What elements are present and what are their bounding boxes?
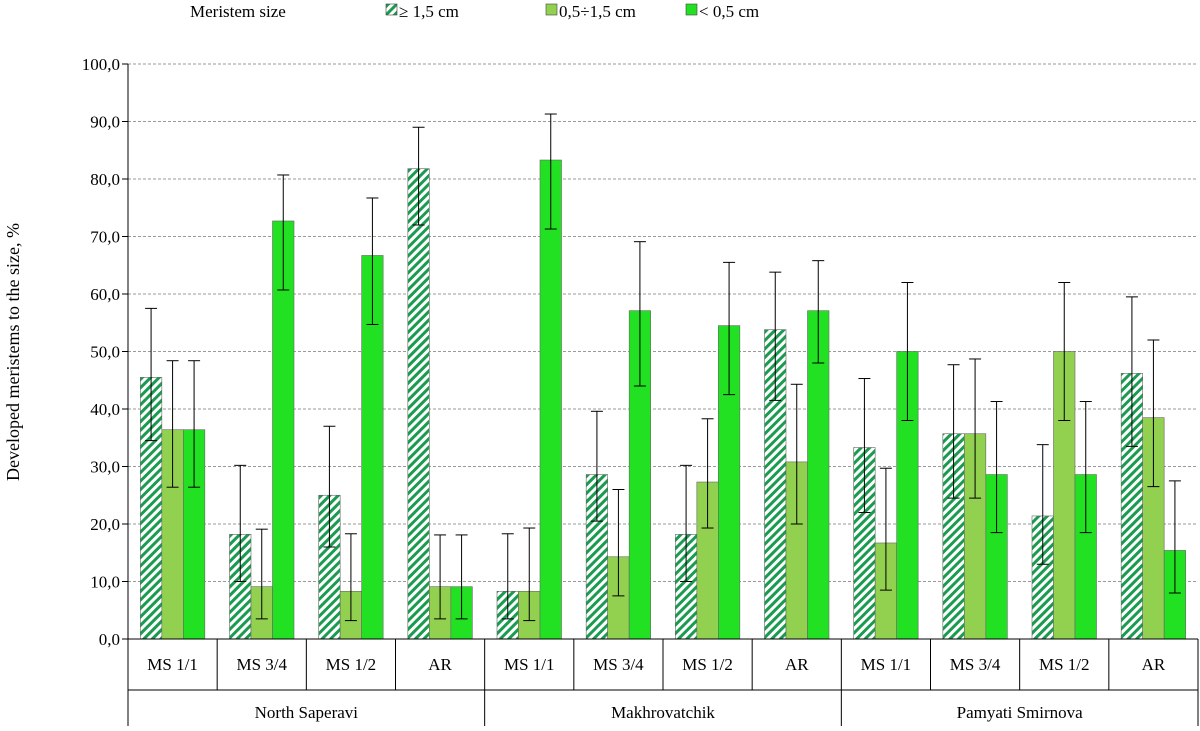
y-tick-label: 0,0 (99, 630, 120, 649)
y-tick-label: 60,0 (90, 285, 120, 304)
legend-label: 0,5÷1,5 cm (559, 2, 636, 21)
y-tick-label: 80,0 (90, 170, 120, 189)
group-label: Makhrovatchik (611, 703, 715, 722)
category-label: MS 3/4 (593, 655, 644, 674)
legend-label: < 0,5 cm (699, 2, 759, 21)
legend-label: ≥ 1,5 cm (399, 2, 459, 21)
bar (539, 159, 562, 640)
category-label: MS 1/2 (682, 655, 733, 674)
legend-swatch (385, 3, 398, 16)
y-tick-label: 30,0 (90, 458, 120, 477)
y-tick-label: 20,0 (90, 515, 120, 534)
category-label: AR (428, 655, 452, 674)
category-label: AR (1142, 655, 1166, 674)
legend-title: Meristem size (190, 2, 286, 21)
y-tick-labels: 0,0 10,0 20,0 30,0 40,0 50,0 60,0 70,0 80,0 90,0 1… (82, 55, 120, 649)
axes (122, 63, 1199, 726)
category-label: MS 1/1 (504, 655, 555, 674)
bar (407, 168, 430, 640)
y-tick-label: 50,0 (90, 343, 120, 362)
y-tick-label: 10,0 (90, 573, 120, 592)
category-label: MS 1/1 (861, 655, 912, 674)
legend-swatch (685, 3, 698, 16)
y-tick-label: 90,0 (90, 113, 120, 132)
bars (140, 159, 1186, 640)
category-label: MS 1/1 (147, 655, 198, 674)
category-label: MS 3/4 (950, 655, 1001, 674)
legend: Meristem size ≥ 1,5 cm 0,5÷1,5 cm < 0,5 cm (190, 2, 759, 21)
x-axis-labels: MS 1/1 MS 3/4 MS 1/2 AR MS 1/1 MS 3/4 MS 1/2 AR… (147, 655, 1166, 722)
category-label: MS 1/2 (1039, 655, 1090, 674)
y-tick-label: 70,0 (90, 228, 120, 247)
category-label: MS 1/2 (326, 655, 377, 674)
y-tick-label: 40,0 (90, 400, 120, 419)
y-axis-title: Developed meristems to the size, % (3, 223, 23, 481)
category-label: AR (785, 655, 809, 674)
group-label: North Saperavi (255, 703, 359, 722)
group-label: Pamyati Smirnova (957, 703, 1084, 722)
gridlines (128, 63, 1198, 582)
y-tick-label: 100,0 (82, 55, 120, 74)
error-bars (145, 113, 1181, 622)
category-label: MS 3/4 (236, 655, 287, 674)
legend-swatch (545, 3, 558, 16)
